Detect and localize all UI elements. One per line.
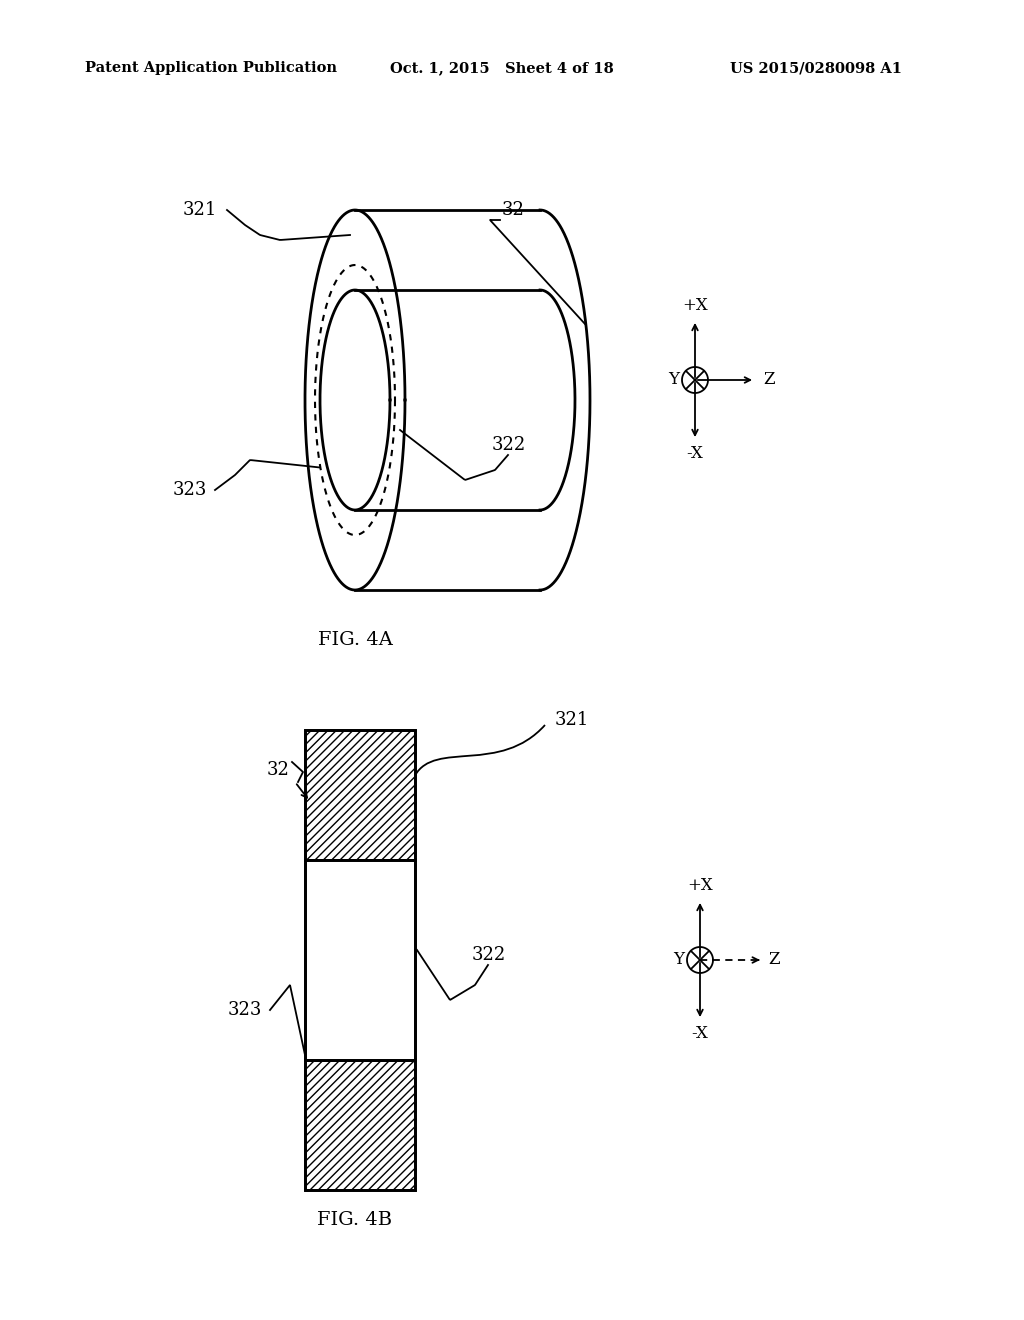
Text: Oct. 1, 2015   Sheet 4 of 18: Oct. 1, 2015 Sheet 4 of 18 xyxy=(390,61,613,75)
Text: FIG. 4B: FIG. 4B xyxy=(317,1210,392,1229)
Text: Y: Y xyxy=(674,952,684,969)
Text: -X: -X xyxy=(691,1026,709,1043)
Text: 32: 32 xyxy=(502,201,525,219)
Text: 32: 32 xyxy=(267,762,290,779)
Text: +X: +X xyxy=(682,297,708,314)
Bar xyxy=(305,730,415,1191)
Text: +X: +X xyxy=(687,878,713,895)
Bar xyxy=(305,1060,415,1191)
Bar xyxy=(305,730,415,861)
Bar xyxy=(305,730,415,1191)
Text: Y: Y xyxy=(669,371,680,388)
Text: US 2015/0280098 A1: US 2015/0280098 A1 xyxy=(730,61,902,75)
Text: 322: 322 xyxy=(492,436,526,454)
Text: 322: 322 xyxy=(472,946,506,964)
Text: Patent Application Publication: Patent Application Publication xyxy=(85,61,337,75)
Text: 323: 323 xyxy=(173,480,207,499)
Text: 321: 321 xyxy=(555,711,590,729)
Text: Z: Z xyxy=(763,371,775,388)
Text: 323: 323 xyxy=(227,1001,262,1019)
Text: FIG. 4A: FIG. 4A xyxy=(317,631,392,649)
Text: -X: -X xyxy=(686,446,703,462)
Text: Z: Z xyxy=(768,952,779,969)
Text: 321: 321 xyxy=(182,201,217,219)
Bar xyxy=(305,861,415,1060)
